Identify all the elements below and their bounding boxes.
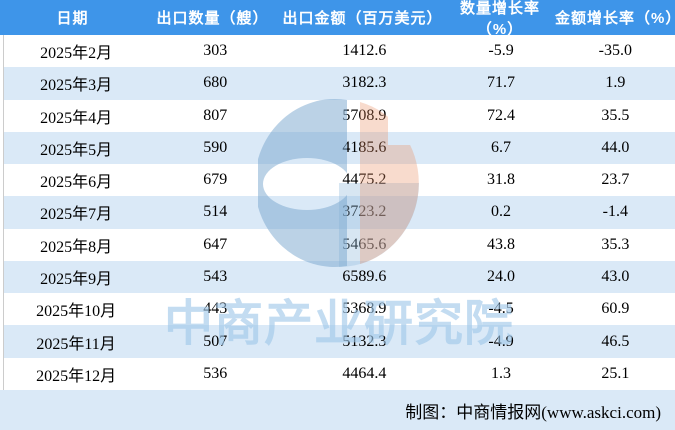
column-header-qty-growth: 数量增长率（%） — [459, 0, 540, 38]
table-row: 2025年8月 647 5465.6 43.8 35.3 — [4, 228, 675, 261]
cell-qty: 807 — [203, 106, 228, 124]
cell-amount: 3182.3 — [342, 74, 387, 92]
cell-amount-growth: 43.0 — [601, 267, 630, 285]
cell-amount-growth: 23.7 — [601, 171, 630, 189]
cell-amount: 4185.6 — [342, 138, 387, 156]
cell-date: 2025年8月 — [40, 238, 113, 256]
cell-amount: 4475.2 — [342, 171, 387, 189]
cell-qty-growth: 1.3 — [491, 364, 512, 382]
cell-date: 2025年11月 — [36, 335, 116, 353]
cell-amount-growth: 35.5 — [601, 106, 630, 124]
cell-amount-growth: 1.9 — [605, 74, 626, 92]
table-row: 2025年11月 507 5132.3 -4.9 46.5 — [4, 325, 675, 358]
column-header-amount-growth: 金额增长率（%） — [555, 10, 675, 27]
table-row: 2025年9月 543 6589.6 24.0 43.0 — [4, 260, 675, 294]
cell-qty: 514 — [203, 203, 228, 221]
cell-qty: 303 — [203, 42, 228, 60]
table-body: 2025年2月 303 1412.6 -5.9 -35.0 2025年3月 68… — [3, 35, 675, 390]
cell-qty: 536 — [203, 364, 228, 382]
cell-date: 2025年7月 — [40, 206, 113, 224]
table-row: 2025年7月 514 3723.2 0.2 -1.4 — [4, 196, 675, 229]
column-header-date: 日期 — [56, 10, 89, 27]
cell-qty-growth: 6.7 — [491, 138, 512, 156]
cell-amount-growth: 35.3 — [601, 235, 630, 253]
cell-qty-growth: 31.8 — [487, 171, 516, 189]
cell-qty: 507 — [203, 332, 228, 350]
credit-text: 制图：中商情报网(www.askci.com) — [405, 402, 661, 422]
cell-amount-growth: -35.0 — [598, 42, 632, 60]
cell-amount: 3723.2 — [342, 203, 387, 221]
cell-date: 2025年2月 — [40, 45, 113, 63]
column-header-amount: 出口金额（百万美元） — [282, 10, 443, 27]
table-header-row: 日期 出口数量（艘） 出口金额（百万美元） 数量增长率（%） 金额增长率（%） — [0, 0, 675, 38]
cell-qty: 443 — [203, 300, 228, 318]
cell-amount: 5132.3 — [342, 332, 387, 350]
cell-amount: 1412.6 — [342, 42, 387, 60]
cell-qty-growth: 71.7 — [487, 74, 516, 92]
cell-amount-growth: 60.9 — [601, 300, 630, 318]
cell-date: 2025年10月 — [36, 303, 117, 321]
cell-qty-growth: 72.4 — [487, 106, 516, 124]
cell-qty-growth: 43.8 — [487, 235, 516, 253]
table-row: 2025年6月 679 4475.2 31.8 23.7 — [4, 164, 675, 197]
cell-qty: 680 — [203, 74, 228, 92]
cell-amount-growth: 25.1 — [601, 364, 630, 382]
cell-qty-growth: 24.0 — [487, 267, 516, 285]
table-row: 2025年12月 536 4464.4 1.3 25.1 — [4, 357, 675, 390]
cell-date: 2025年4月 — [40, 109, 113, 127]
cell-date: 2025年9月 — [40, 270, 113, 288]
cell-amount: 5368.9 — [342, 300, 387, 318]
cell-amount: 6589.6 — [342, 267, 387, 285]
cell-qty: 679 — [203, 171, 228, 189]
column-header-qty: 出口数量（艘） — [156, 10, 269, 27]
cell-qty: 590 — [203, 138, 228, 156]
cell-amount: 5708.9 — [342, 106, 387, 124]
cell-qty: 647 — [203, 235, 228, 253]
cell-qty-growth: -5.9 — [488, 42, 514, 60]
cell-qty-growth: -4.5 — [488, 300, 514, 318]
cell-date: 2025年3月 — [40, 77, 113, 95]
cell-amount: 5465.6 — [342, 235, 387, 253]
table-row: 2025年10月 443 5368.9 -4.5 60.9 — [4, 293, 675, 326]
table-row: 2025年2月 303 1412.6 -5.9 -35.0 — [4, 35, 675, 68]
table-row: 2025年5月 590 4185.6 6.7 44.0 — [4, 131, 675, 165]
table-row: 2025年4月 807 5708.9 72.4 35.5 — [4, 99, 675, 132]
cell-date: 2025年5月 — [40, 141, 113, 159]
cell-qty: 543 — [203, 267, 228, 285]
table-row: 2025年3月 680 3182.3 71.7 1.9 — [4, 67, 675, 100]
cell-date: 2025年12月 — [36, 367, 117, 385]
cell-amount: 4464.4 — [342, 364, 387, 382]
cell-qty-growth: 0.2 — [491, 203, 512, 221]
cell-amount-growth: 46.5 — [601, 332, 630, 350]
cell-amount-growth: -1.4 — [602, 203, 628, 221]
cell-qty-growth: -4.9 — [488, 332, 514, 350]
cell-amount-growth: 44.0 — [601, 138, 630, 156]
cell-date: 2025年6月 — [40, 174, 113, 192]
footer-band: 制图：中商情报网(www.askci.com) — [0, 390, 675, 430]
